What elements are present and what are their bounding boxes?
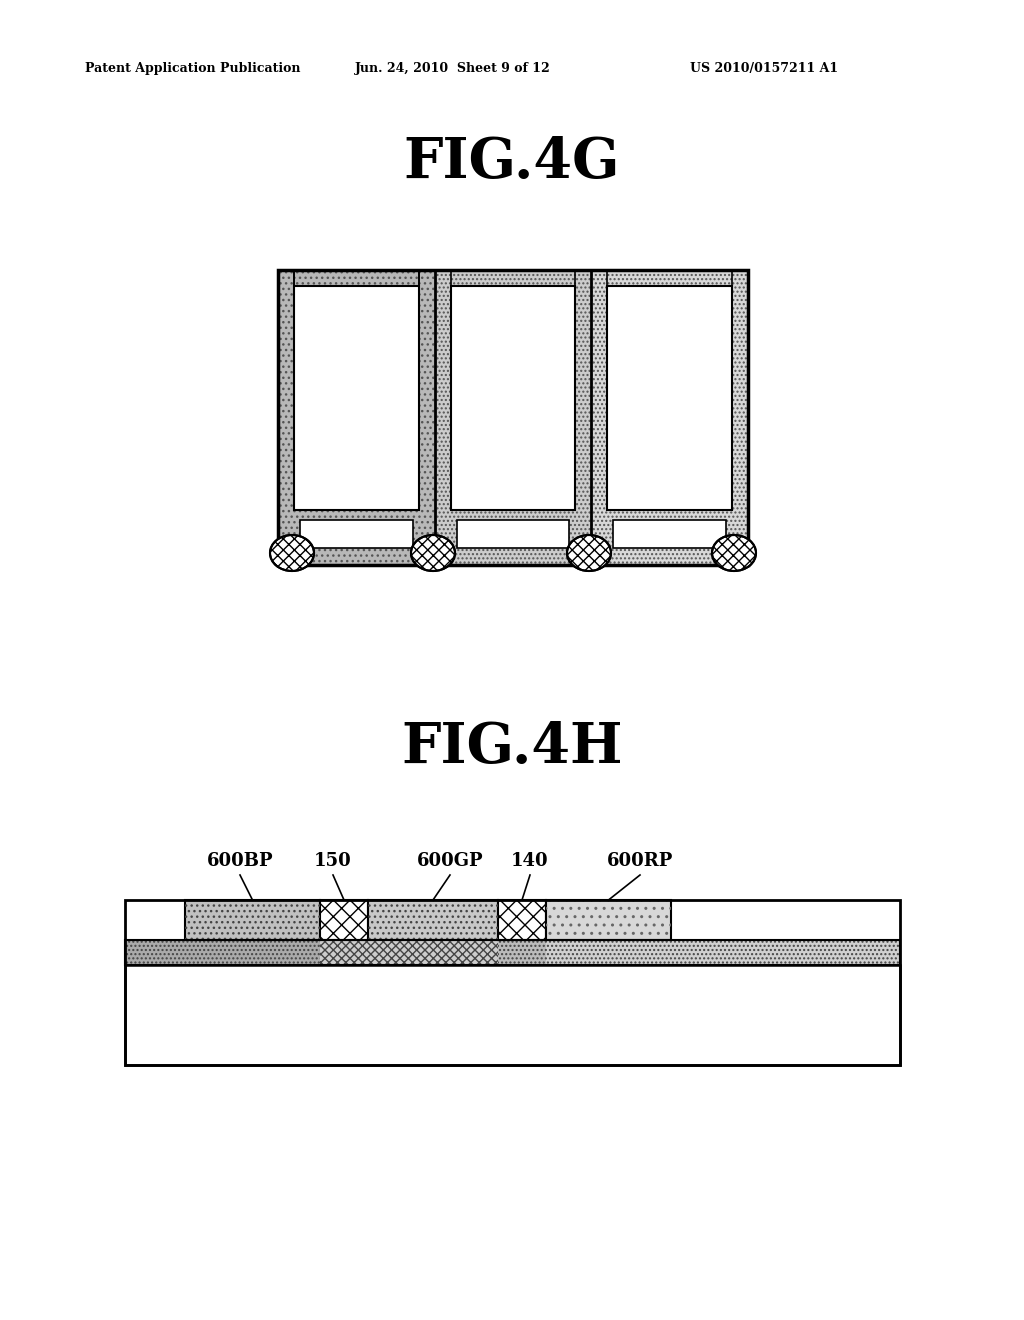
Bar <box>319 940 498 965</box>
Text: 600GP: 600GP <box>417 851 483 870</box>
Bar <box>435 271 591 565</box>
Bar <box>185 900 319 940</box>
Text: 150: 150 <box>314 851 352 870</box>
Bar <box>278 271 435 565</box>
Text: FIG.4H: FIG.4H <box>401 719 623 775</box>
Bar <box>457 520 569 548</box>
Ellipse shape <box>712 535 756 572</box>
Text: 600RP: 600RP <box>607 851 673 870</box>
Bar <box>451 286 575 510</box>
Text: 600BP: 600BP <box>207 851 273 870</box>
Bar <box>591 510 748 565</box>
Ellipse shape <box>270 535 314 572</box>
Bar <box>591 271 748 565</box>
Bar <box>546 900 671 940</box>
Bar <box>368 900 498 940</box>
Bar <box>185 900 319 940</box>
Text: FIG.4G: FIG.4G <box>403 135 621 190</box>
Bar <box>278 510 435 565</box>
Text: Patent Application Publication: Patent Application Publication <box>85 62 300 75</box>
Bar <box>319 900 368 940</box>
Bar <box>591 510 748 565</box>
Bar <box>546 900 671 940</box>
Bar <box>591 271 748 565</box>
Bar <box>498 900 546 940</box>
Bar <box>294 286 419 510</box>
Text: 140: 140 <box>511 851 549 870</box>
Bar <box>278 271 435 565</box>
Bar <box>435 271 591 565</box>
Bar <box>300 520 413 548</box>
Bar <box>435 510 591 565</box>
Text: US 2010/0157211 A1: US 2010/0157211 A1 <box>690 62 838 75</box>
Bar <box>125 940 319 965</box>
Bar <box>368 900 498 940</box>
Bar <box>498 940 546 965</box>
Text: Jun. 24, 2010  Sheet 9 of 12: Jun. 24, 2010 Sheet 9 of 12 <box>355 62 551 75</box>
Ellipse shape <box>411 535 455 572</box>
Bar <box>125 940 319 965</box>
Ellipse shape <box>567 535 611 572</box>
Bar <box>319 940 498 965</box>
Bar <box>546 940 900 965</box>
Bar <box>125 965 900 1065</box>
Bar <box>125 940 900 965</box>
Bar <box>613 520 726 548</box>
Bar <box>278 271 748 565</box>
Bar <box>607 286 732 510</box>
Bar <box>435 510 591 565</box>
Bar <box>498 940 546 965</box>
Bar <box>125 900 900 1065</box>
Bar <box>278 510 435 565</box>
Bar <box>546 940 900 965</box>
